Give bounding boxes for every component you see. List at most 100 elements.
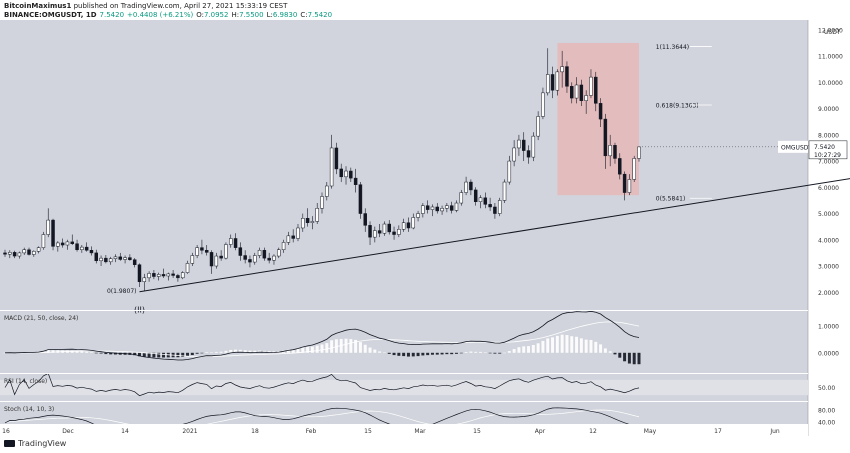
candle-up: [507, 160, 512, 183]
candle-down: [387, 223, 391, 233]
macd-histogram-bar: [454, 352, 458, 354]
low-value: 6.9830: [272, 11, 298, 19]
last-price-value: 7.5420: [814, 144, 835, 151]
macd-histogram-bar: [392, 352, 396, 356]
macd-histogram-bar: [560, 334, 564, 353]
macd-histogram-bar: [142, 352, 146, 357]
candle-up: [113, 256, 118, 259]
macd-histogram-bar: [70, 350, 74, 353]
candle-down: [118, 256, 123, 260]
macd-histogram-bar: [421, 352, 425, 356]
candle-down: [469, 181, 473, 191]
candle-up: [185, 263, 190, 273]
symbol-line: BINANCE:OMGUSDT, 1D 7.5420 +0.4408 (+6.21%…: [4, 11, 332, 19]
macd-histogram-bar: [229, 349, 233, 353]
macd-histogram-bar: [137, 352, 141, 357]
macd-histogram-bar: [551, 337, 555, 353]
candle-up: [637, 146, 641, 159]
macd-histogram-bar: [243, 350, 247, 353]
candle-down: [521, 139, 526, 151]
macd-histogram-bar: [450, 352, 454, 355]
macd-histogram-bar: [623, 352, 627, 362]
macd-histogram-bar: [195, 352, 199, 354]
x-axis-tick: 18: [251, 428, 259, 435]
candle-down: [137, 264, 142, 283]
candle-down: [75, 243, 79, 251]
published-text: published on TradingView.com, April 27, …: [73, 2, 288, 10]
candle-down: [70, 241, 74, 244]
macd-histogram-bar: [267, 351, 271, 353]
macd-axis-tick: 0.0000: [818, 350, 839, 357]
candle-up: [310, 221, 315, 223]
y-axis-tick: 6.0000: [818, 185, 839, 192]
macd-histogram-bar: [373, 349, 377, 353]
macd-histogram-bar: [176, 352, 180, 358]
candle-up: [277, 249, 281, 257]
candle-down: [171, 273, 175, 276]
candle-down: [368, 225, 372, 238]
macd-histogram-bar: [214, 351, 218, 353]
macd-histogram-bar: [488, 352, 492, 354]
last-price-symbol: OMGUSDT: [781, 144, 812, 151]
candle-down: [565, 66, 569, 87]
macd-signal-line: [5, 321, 640, 357]
pane-main-bg: [0, 20, 808, 310]
tradingview-logo[interactable]: TradingView: [4, 439, 66, 448]
tradingview-logo-icon: [4, 440, 15, 447]
macd-histogram-bar: [306, 346, 310, 353]
candle-up: [416, 213, 420, 218]
macd-histogram-bar: [483, 352, 487, 353]
macd-histogram-bar: [205, 352, 209, 353]
macd-histogram-bar: [498, 352, 502, 354]
publish-line: BitcoinMaximus1 published on TradingView…: [4, 2, 287, 10]
macd-histogram-bar: [517, 347, 521, 353]
candle-down: [570, 86, 574, 99]
fib-level-label: 1(11.3644): [656, 44, 689, 51]
candle-up: [608, 145, 612, 157]
macd-histogram-bar: [527, 346, 531, 353]
candle-up: [589, 76, 593, 96]
candle-down: [334, 147, 339, 170]
close-label: C:: [300, 11, 308, 19]
candle-down: [603, 118, 608, 157]
fib-level-label: 0(5.5841): [656, 196, 686, 203]
macd-histogram-bar: [354, 339, 358, 353]
candle-down: [594, 76, 598, 104]
candle-up: [190, 255, 195, 264]
candle-down: [200, 247, 204, 251]
chart-annotation: 0(1.9807): [107, 288, 137, 295]
candle-down: [94, 252, 98, 262]
candle-down: [104, 257, 108, 263]
candle-up: [229, 238, 233, 245]
candle-up: [555, 71, 560, 91]
candle-down: [152, 273, 156, 277]
candle-up: [8, 252, 12, 255]
candle-down: [3, 252, 7, 255]
x-axis-tick: 16: [2, 428, 10, 435]
low-label: L:: [266, 11, 273, 19]
macd-histogram-bar: [200, 352, 204, 354]
candle-down: [493, 206, 497, 214]
candle-down: [483, 197, 488, 205]
macd-histogram-bar: [589, 340, 593, 353]
macd-histogram-bar: [430, 352, 434, 355]
macd-histogram-bar: [382, 352, 386, 354]
candle-up: [286, 235, 291, 243]
candle-down: [425, 205, 430, 210]
candle-down: [363, 213, 367, 226]
macd-histogram-bar: [459, 352, 463, 354]
macd-histogram-bar: [358, 342, 362, 353]
fib-level-label: 0.618(9.1363): [656, 103, 699, 110]
macd-histogram-bar: [349, 339, 353, 353]
macd-histogram-bar: [575, 336, 579, 353]
macd-histogram-bar: [75, 351, 79, 353]
macd-histogram-bar: [344, 338, 348, 353]
candle-up: [65, 241, 70, 246]
candle-up: [156, 274, 161, 277]
x-axis-tick: Apr: [535, 428, 546, 435]
macd-histogram-bar: [536, 343, 540, 353]
macd-histogram-bar: [147, 352, 151, 358]
x-axis-tick: 17: [714, 428, 722, 435]
macd-histogram-bar: [416, 352, 420, 357]
